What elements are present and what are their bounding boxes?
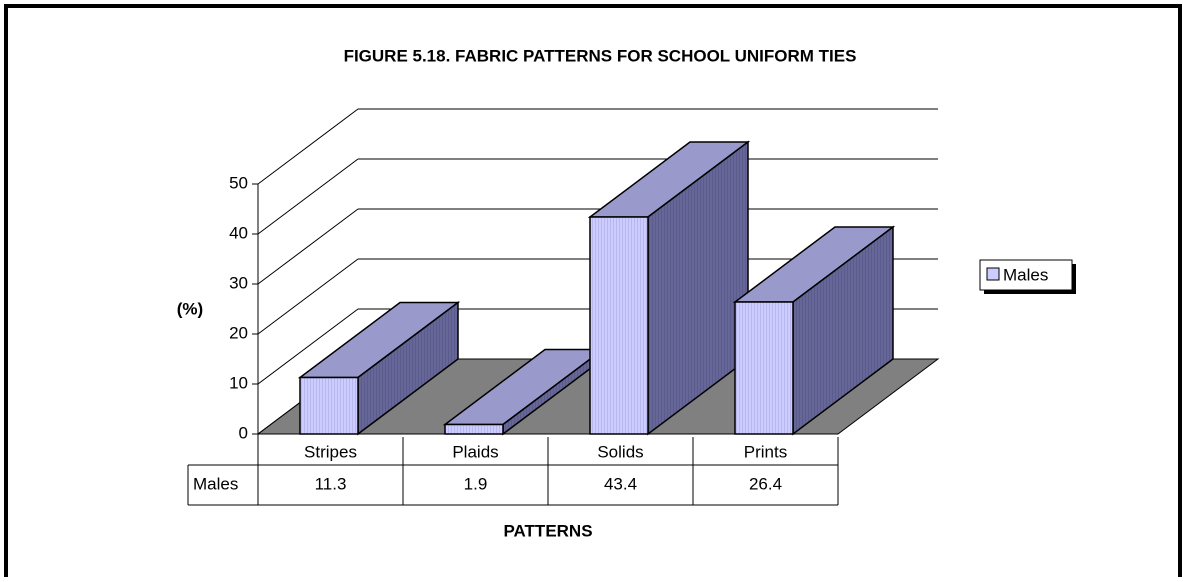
bar (589, 216, 649, 435)
y-tick-label: 50 (229, 173, 248, 192)
table-value: 43.4 (604, 474, 637, 493)
x-tick-label: Solids (597, 442, 643, 461)
y-tick-label: 20 (229, 323, 248, 342)
table-value: 11.3 (315, 474, 347, 493)
x-axis-label: PATTERNS (503, 521, 592, 540)
y-tick-label: 40 (229, 223, 248, 242)
table-row-label: Males (193, 474, 238, 493)
y-axis-label: (%) (177, 299, 203, 318)
y-tick-label: 10 (229, 373, 248, 392)
grid-line (257, 308, 359, 385)
y-tick-label: 0 (239, 423, 248, 442)
grid-line (257, 258, 359, 335)
legend-swatch (986, 267, 1000, 281)
x-tick-label: Plaids (452, 442, 498, 461)
y-tick-label: 30 (229, 273, 248, 292)
x-tick-label: Prints (744, 442, 787, 461)
table-value: 26.4 (749, 474, 782, 493)
x-tick-label: Stripes (304, 442, 357, 461)
grid-line (257, 208, 359, 285)
frame (4, 4, 1182, 577)
table-value: 1.9 (464, 474, 488, 493)
bar (734, 301, 794, 435)
bar (444, 423, 504, 435)
bar (299, 376, 359, 435)
chart-title: FIGURE 5.18. FABRIC PATTERNS FOR SCHOOL … (344, 46, 857, 65)
legend-label: Males (1003, 265, 1048, 284)
grid-line (257, 108, 359, 185)
grid-line (257, 158, 359, 235)
